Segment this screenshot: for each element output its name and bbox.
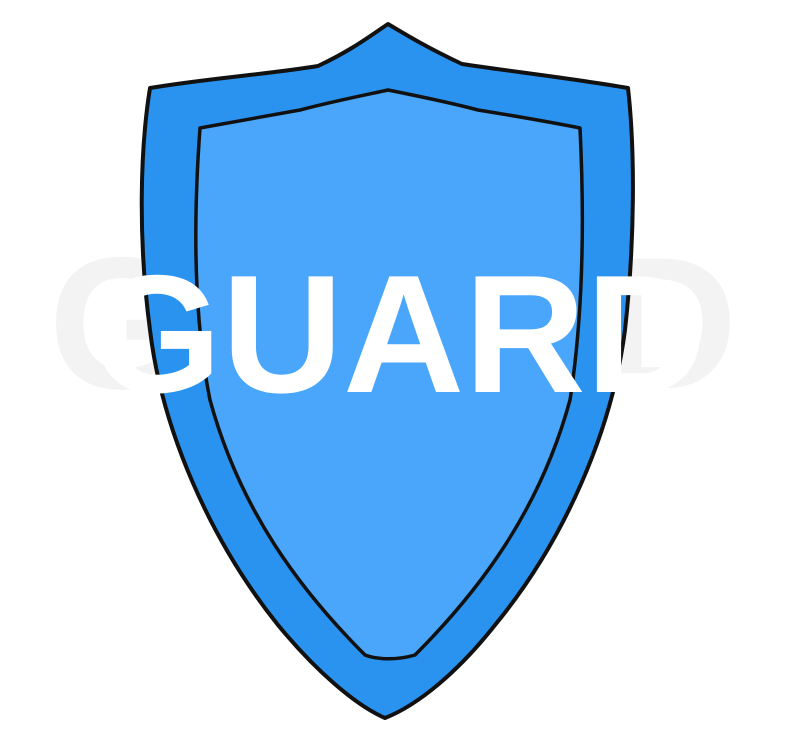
guard-word: GUARD [91, 240, 707, 428]
shield-inner-panel [193, 88, 585, 661]
